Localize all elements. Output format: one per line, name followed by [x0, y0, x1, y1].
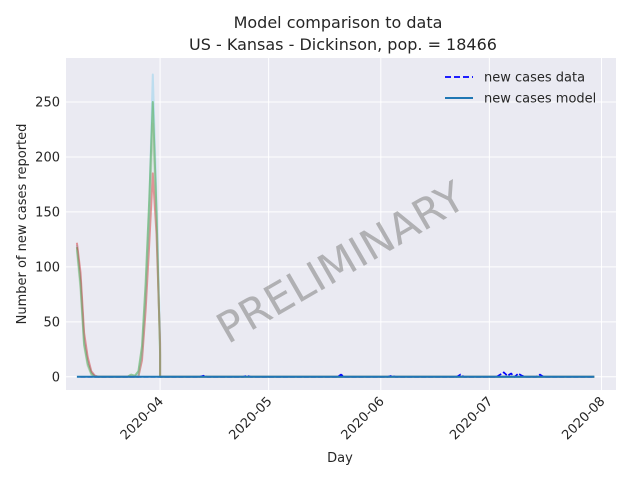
x-tick-label: 2020-07 [447, 394, 496, 443]
model-run-line [75, 101, 595, 378]
series-lines [76, 371, 595, 378]
model-ensemble [75, 73, 595, 378]
y-tick-label: 250 [35, 95, 60, 110]
grid [66, 58, 616, 390]
legend-label: new cases data [484, 71, 585, 86]
y-tick-label: 150 [35, 205, 60, 220]
y-axis-ticks: 0 50 100 150 200 250 [35, 95, 60, 385]
y-axis-label: Number of new cases reported [15, 124, 30, 325]
x-tick-label: 2020-08 [559, 394, 608, 443]
model-run-line [75, 123, 595, 378]
chart-title: Model comparison to data [234, 13, 443, 32]
model-run-line [75, 172, 595, 378]
legend-label: new cases model [484, 92, 596, 107]
x-tick-label: 2020-04 [118, 394, 167, 443]
model-run-line [75, 73, 595, 378]
y-tick-label: 50 [43, 315, 60, 330]
plot-area [66, 58, 616, 390]
x-axis-ticks: 2020-04 2020-05 2020-06 2020-07 2020-08 [118, 394, 608, 443]
chart-subtitle: US - Kansas - Dickinson, pop. = 18466 [189, 35, 497, 54]
legend: new cases data new cases model [445, 71, 596, 107]
x-tick-label: 2020-06 [339, 394, 388, 443]
x-tick-label: 2020-05 [226, 394, 275, 443]
y-tick-label: 200 [35, 150, 60, 165]
x-axis-label: Day [327, 451, 353, 466]
y-tick-label: 100 [35, 260, 60, 275]
y-tick-label: 0 [52, 370, 60, 385]
